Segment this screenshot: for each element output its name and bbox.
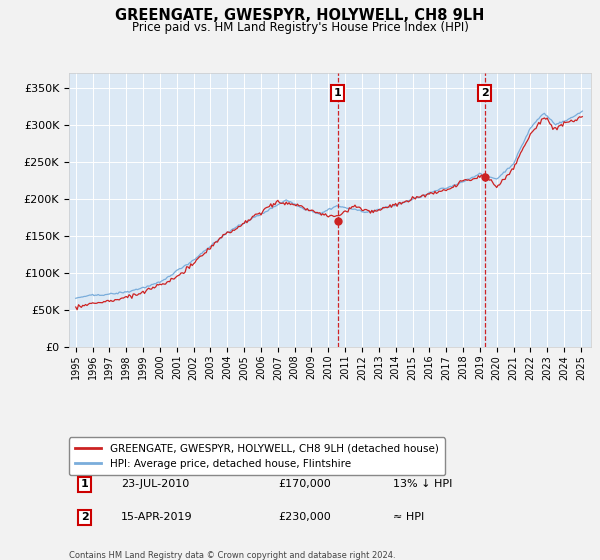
Text: 1: 1: [81, 479, 89, 489]
Text: 2: 2: [481, 88, 488, 98]
Legend: GREENGATE, GWESPYR, HOLYWELL, CH8 9LH (detached house), HPI: Average price, deta: GREENGATE, GWESPYR, HOLYWELL, CH8 9LH (d…: [69, 437, 445, 475]
Text: 1: 1: [334, 88, 341, 98]
Text: £170,000: £170,000: [278, 479, 331, 489]
Text: 13% ↓ HPI: 13% ↓ HPI: [392, 479, 452, 489]
Text: 2: 2: [81, 512, 89, 522]
Text: £230,000: £230,000: [278, 512, 331, 522]
Text: Contains HM Land Registry data © Crown copyright and database right 2024.: Contains HM Land Registry data © Crown c…: [69, 551, 395, 560]
Text: 15-APR-2019: 15-APR-2019: [121, 512, 193, 522]
Text: GREENGATE, GWESPYR, HOLYWELL, CH8 9LH: GREENGATE, GWESPYR, HOLYWELL, CH8 9LH: [115, 8, 485, 24]
Text: 23-JUL-2010: 23-JUL-2010: [121, 479, 190, 489]
Text: ≈ HPI: ≈ HPI: [392, 512, 424, 522]
Text: Price paid vs. HM Land Registry's House Price Index (HPI): Price paid vs. HM Land Registry's House …: [131, 21, 469, 34]
